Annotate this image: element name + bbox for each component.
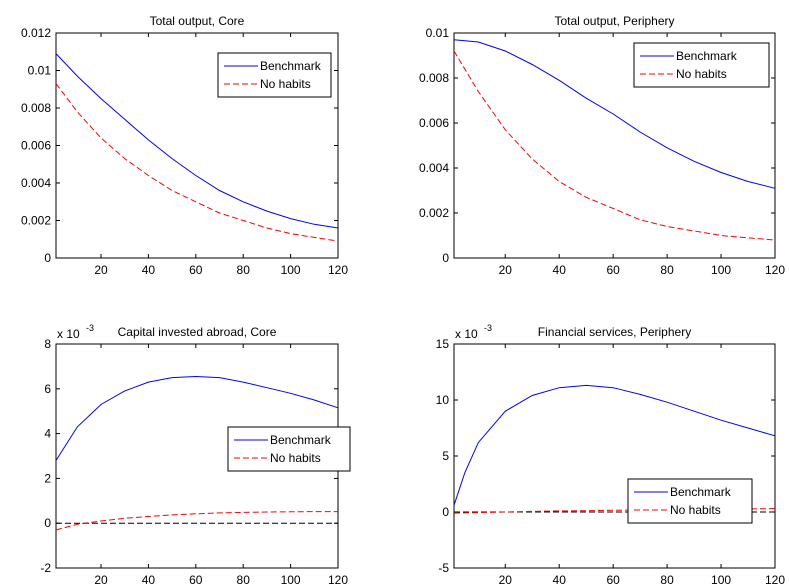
x-tick-label: 80 (237, 263, 251, 277)
y-exponent-base: x 10 (455, 327, 478, 341)
x-tick-label: 100 (281, 263, 301, 277)
legend-label: No habits (260, 77, 311, 91)
y-tick-label: 0.006 (21, 139, 51, 153)
y-tick-label: 2 (44, 471, 51, 485)
y-tick-label: 10 (436, 393, 450, 407)
y-tick-label: 0.008 (21, 101, 51, 115)
legend: Benchmark No habits (227, 426, 351, 472)
legend-label: Benchmark (670, 485, 732, 499)
x-tick-label: 40 (553, 573, 567, 587)
series-line-benchmark (453, 384, 776, 506)
legend: Benchmark No habits (217, 52, 332, 98)
y-tick-label: 0.008 (419, 71, 449, 85)
y-tick-label: 0.006 (419, 116, 449, 130)
axes-frame (453, 343, 776, 569)
x-tick-label: 80 (237, 573, 251, 587)
legend-label: No habits (670, 503, 721, 517)
x-tick-label: 20 (94, 263, 108, 277)
series-line-benchmark (55, 375, 339, 461)
y-tick-label: 0.01 (426, 26, 450, 40)
legend-box (633, 42, 770, 88)
x-tick-label: 60 (606, 263, 620, 277)
legend: Benchmark No habits (633, 42, 770, 88)
chart-title: Capital invested abroad, Core (118, 325, 277, 339)
legend-label: No habits (676, 67, 727, 81)
y-tick-label: 6 (44, 382, 51, 396)
y-exponent-power: -3 (484, 323, 492, 333)
y-tick-label: 0 (44, 516, 51, 530)
y-tick-label: 8 (44, 337, 51, 351)
legend-box (627, 478, 753, 524)
y-tick-label: 0.004 (21, 176, 51, 190)
y-tick-label: 0.01 (28, 64, 52, 78)
x-tick-label: 40 (553, 263, 567, 277)
legend-box (217, 52, 332, 98)
chart-panel-1: Total output, Core 20 40 60 80 100 120 0 0.002 0.… (21, 14, 348, 277)
x-tick-label: 100 (711, 573, 731, 587)
y-tick-label: 15 (436, 337, 450, 351)
x-tick-label: 40 (142, 573, 156, 587)
legend-label: No habits (270, 451, 321, 465)
series-line-no-habits (453, 50, 776, 241)
legend-label: Benchmark (260, 59, 322, 73)
y-tick-label: 0.004 (419, 161, 449, 175)
x-tick-label: 20 (499, 573, 513, 587)
legend-box (227, 426, 351, 472)
y-tick-label: 0 (44, 251, 51, 265)
y-tick-label: -5 (438, 561, 449, 575)
legend-label: Benchmark (270, 433, 332, 447)
x-tick-label: 120 (765, 573, 785, 587)
x-tick-label: 40 (142, 263, 156, 277)
x-tick-label: 120 (328, 573, 348, 587)
y-tick-label: 0.002 (419, 206, 449, 220)
series-line-no-habits (55, 83, 339, 242)
y-tick-label: 5 (442, 449, 449, 463)
y-exponent-base: x 10 (57, 327, 80, 341)
x-tick-label: 60 (189, 573, 203, 587)
chart-panel-2: Total output, Periphery 20 40 60 80 100 120 0 0.… (419, 14, 785, 277)
chart-title: Total output, Periphery (554, 14, 674, 28)
y-tick-label: 0 (442, 251, 449, 265)
y-exponent-power: -3 (86, 323, 94, 333)
x-tick-label: 120 (328, 263, 348, 277)
chart-title: Financial services, Periphery (538, 325, 691, 339)
legend-label: Benchmark (676, 49, 738, 63)
x-tick-label: 60 (189, 263, 203, 277)
x-tick-label: 80 (660, 263, 674, 277)
x-tick-label: 20 (499, 263, 513, 277)
y-tick-label: 0 (442, 505, 449, 519)
y-tick-label: 0.002 (21, 214, 51, 228)
x-tick-label: 120 (765, 263, 785, 277)
series-line-no-habits (55, 511, 338, 531)
x-tick-label: 60 (606, 573, 620, 587)
legend: Benchmark No habits (627, 478, 753, 524)
x-tick-label: 100 (711, 263, 731, 277)
x-tick-label: 20 (94, 573, 108, 587)
y-tick-label: -2 (40, 561, 51, 575)
y-tick-label: 4 (44, 427, 51, 441)
y-tick-label: 0.012 (21, 26, 51, 40)
series-line-benchmark (453, 39, 776, 189)
series-line-benchmark (55, 53, 339, 229)
x-tick-label: 100 (281, 573, 301, 587)
x-tick-label: 80 (660, 573, 674, 587)
chart-title: Total output, Core (150, 14, 245, 28)
